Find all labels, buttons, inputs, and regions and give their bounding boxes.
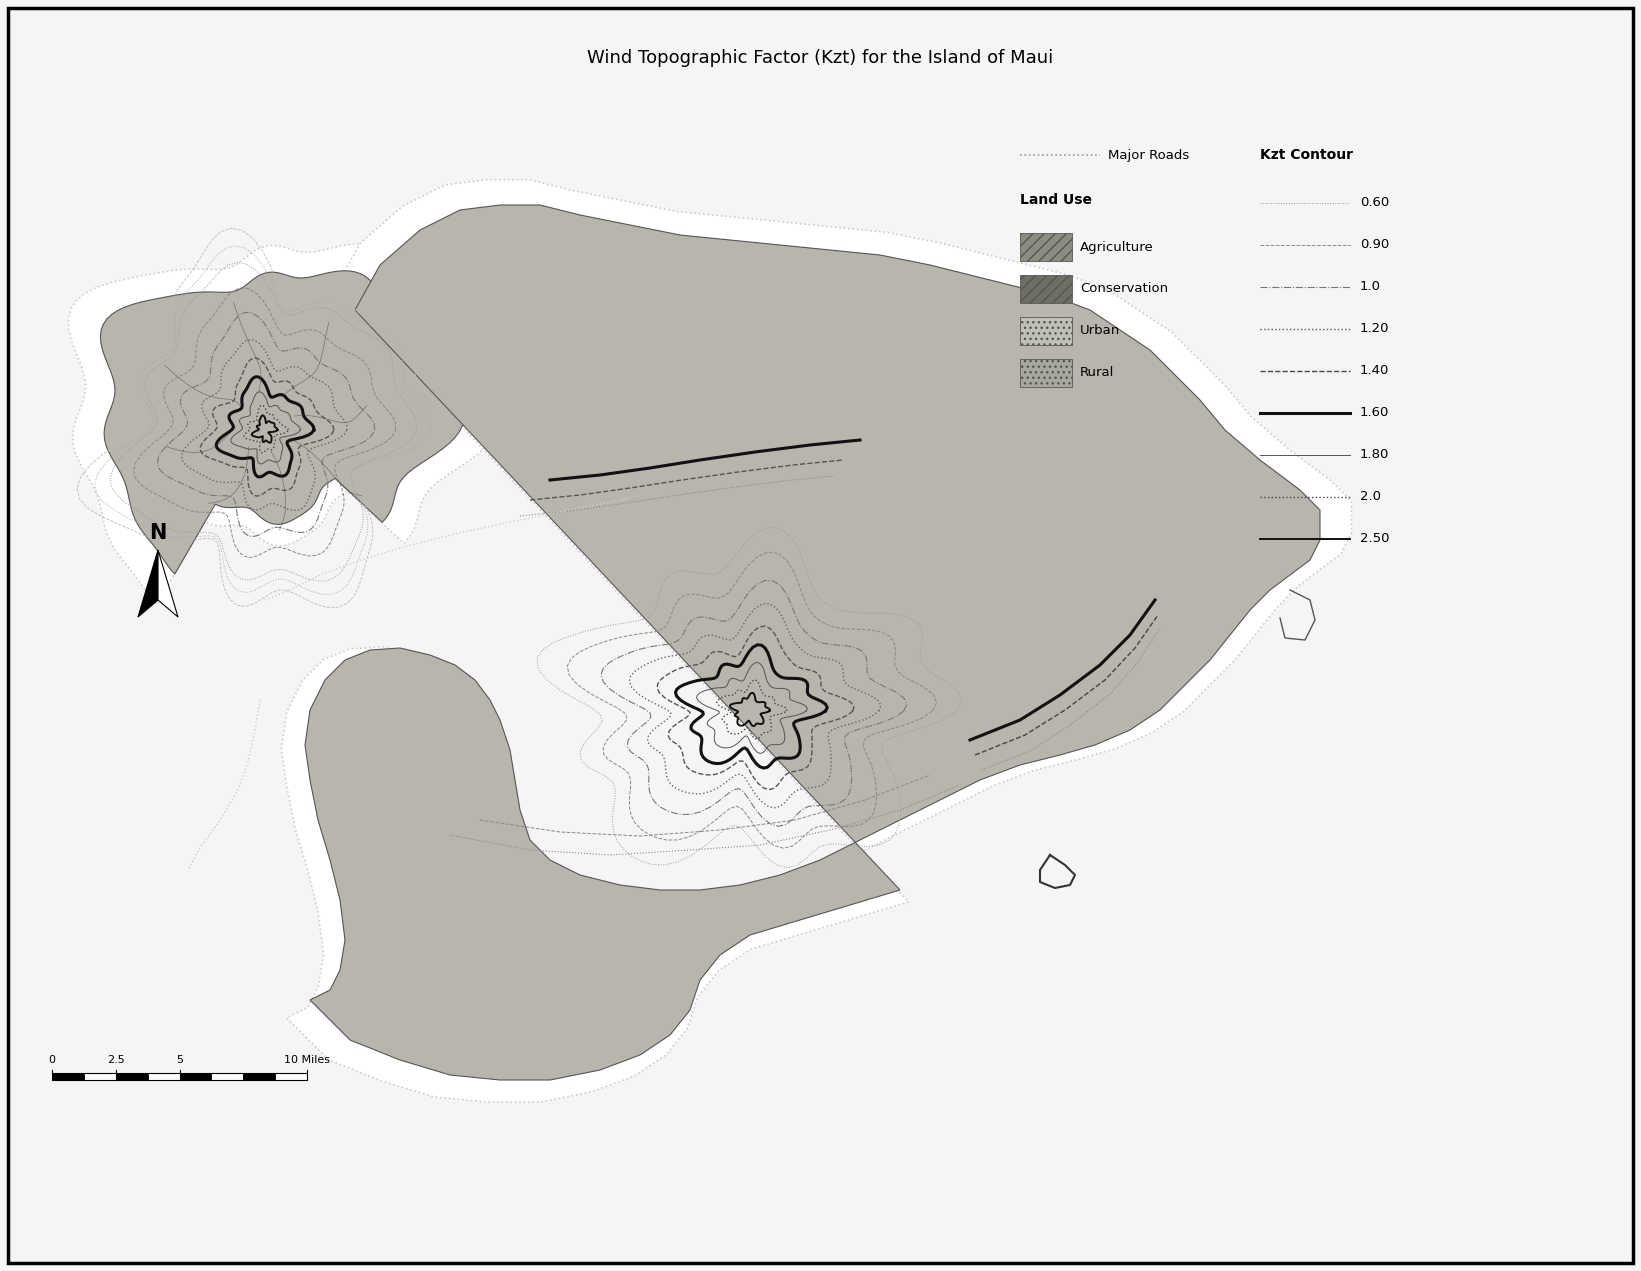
Text: 5: 5 — [176, 1055, 184, 1065]
Text: Rural: Rural — [1080, 366, 1114, 380]
Bar — [243, 1073, 276, 1080]
Bar — [53, 1073, 84, 1080]
Text: 0.90: 0.90 — [1360, 239, 1390, 252]
Text: 10 Miles: 10 Miles — [284, 1055, 330, 1065]
Text: 2.50: 2.50 — [1360, 533, 1390, 545]
Bar — [179, 1073, 212, 1080]
Bar — [1021, 316, 1072, 344]
Text: 2.0: 2.0 — [1360, 491, 1382, 503]
Text: N: N — [149, 522, 167, 543]
Text: Kzt Contour: Kzt Contour — [1260, 147, 1352, 161]
Bar — [1021, 358, 1072, 386]
Text: 1.40: 1.40 — [1360, 365, 1390, 377]
Bar — [1021, 233, 1072, 261]
Text: 1.80: 1.80 — [1360, 449, 1390, 461]
Bar — [276, 1073, 307, 1080]
Bar — [84, 1073, 117, 1080]
Text: Wind Topographic Factor (Kzt) for the Island of Maui: Wind Topographic Factor (Kzt) for the Is… — [587, 50, 1054, 67]
Text: Major Roads: Major Roads — [1108, 149, 1190, 161]
Text: Conservation: Conservation — [1080, 282, 1168, 295]
Bar — [1021, 358, 1072, 386]
Text: 1.0: 1.0 — [1360, 281, 1382, 294]
Text: Land Use: Land Use — [1021, 193, 1091, 207]
Text: 0.60: 0.60 — [1360, 197, 1390, 210]
Bar — [148, 1073, 179, 1080]
Text: Agriculture: Agriculture — [1080, 240, 1154, 253]
Text: 1.20: 1.20 — [1360, 323, 1390, 336]
Bar — [212, 1073, 243, 1080]
Text: 0: 0 — [49, 1055, 56, 1065]
Bar — [117, 1073, 148, 1080]
Bar — [1021, 275, 1072, 302]
Polygon shape — [69, 244, 502, 605]
Polygon shape — [305, 205, 1319, 1080]
Text: 1.60: 1.60 — [1360, 407, 1390, 419]
Text: 2.5: 2.5 — [107, 1055, 125, 1065]
Bar — [1021, 233, 1072, 261]
Polygon shape — [281, 179, 1352, 1102]
Text: Urban: Urban — [1080, 324, 1121, 338]
Polygon shape — [100, 271, 464, 574]
Polygon shape — [158, 550, 177, 616]
Polygon shape — [138, 550, 158, 616]
Bar — [1021, 316, 1072, 344]
Bar — [1021, 275, 1072, 302]
